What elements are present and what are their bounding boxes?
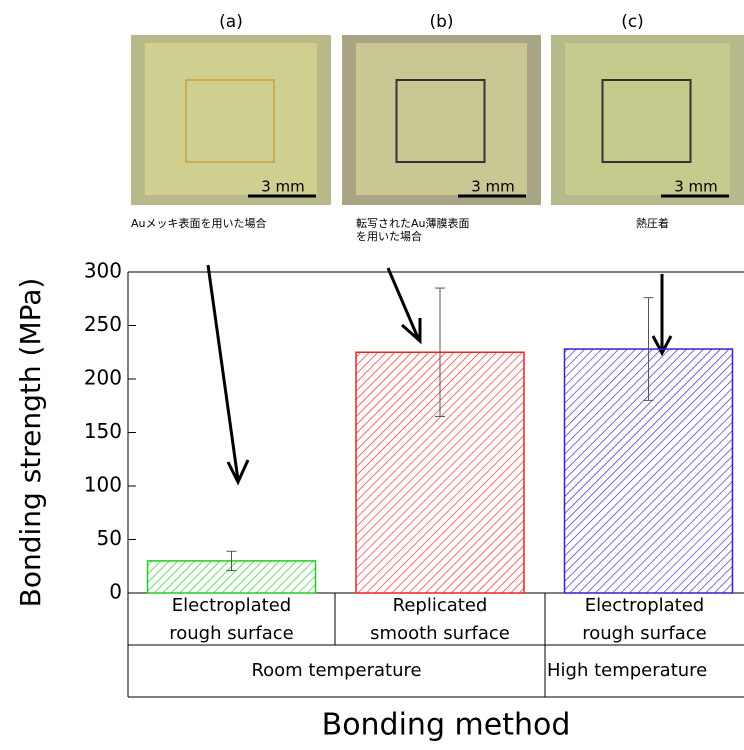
scale-label: 3 mm (261, 178, 305, 196)
y-axis-title: Bonding strength (MPa) (14, 278, 47, 608)
x-axis-title: Bonding method (322, 708, 571, 743)
photo-caption: 熱圧着 (636, 216, 669, 230)
photo-caption: Auメッキ表面を用いた場合 (131, 216, 267, 230)
group-label: High temperature (547, 660, 707, 681)
y-tick-label: 200 (84, 366, 122, 390)
scale-label: 3 mm (674, 178, 718, 196)
photo-label: (a) (219, 12, 243, 32)
scale-label: 3 mm (471, 178, 515, 196)
y-tick-label: 300 (84, 259, 122, 283)
photo-sample (356, 43, 527, 195)
photo-sample (565, 43, 730, 195)
photo-caption: を用いた場合 (356, 229, 422, 243)
y-tick-label: 250 (84, 312, 122, 336)
y-tick-label: 0 (109, 580, 122, 604)
y-tick-label: 150 (84, 419, 122, 443)
y-tick-label: 50 (97, 526, 122, 550)
photo-label: (b) (429, 12, 453, 32)
figure: (a) 3 mm Auメッキ表面を用いた場合 (b) 3 mm 転写されたAu薄膜表面を用… (0, 0, 744, 750)
group-label: Room temperature (251, 660, 421, 681)
y-tick-label: 100 (84, 473, 122, 497)
photo-caption: 転写されたAu薄膜表面 (356, 216, 470, 230)
photo-label: (c) (621, 12, 644, 32)
photo-sample (145, 43, 317, 195)
